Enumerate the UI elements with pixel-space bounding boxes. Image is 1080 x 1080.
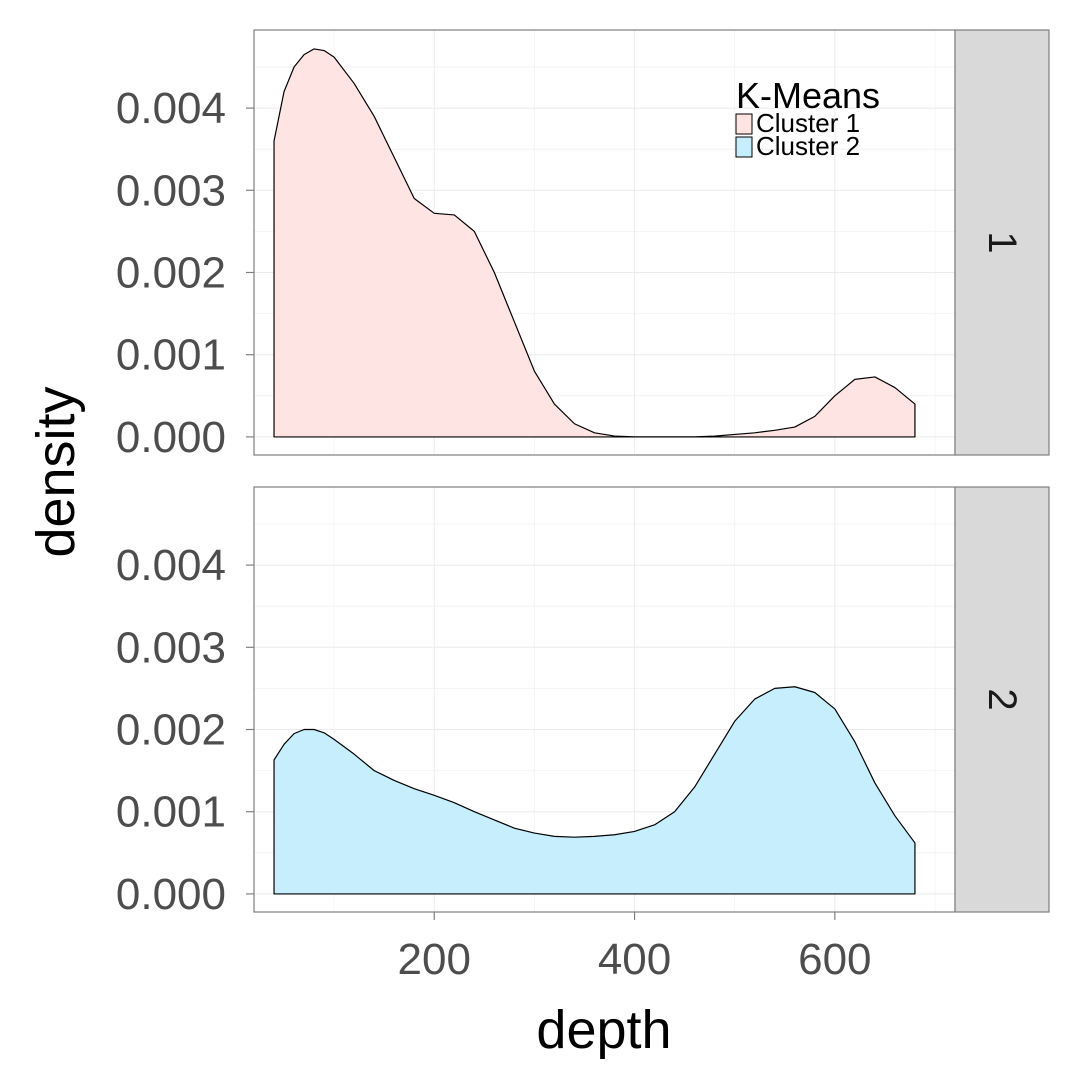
y-tick-label: 0.001 (116, 788, 226, 837)
y-tick-label: 0.001 (116, 331, 226, 380)
legend-swatch-cluster-2 (735, 136, 753, 158)
legend-label-cluster-2: Cluster 2 (756, 131, 860, 161)
facet-strip-label: 1 (980, 231, 1024, 253)
y-axis-title: density (26, 386, 86, 557)
panel-2: 2 0.000 0.001 0.002 0.003 0.004 (116, 486, 1050, 919)
legend-swatch-cluster-1 (735, 113, 753, 135)
x-tick-label: 400 (598, 935, 671, 984)
y-tick-label: 0.003 (116, 166, 226, 215)
y-tick-label: 0.000 (116, 870, 226, 919)
y-tick-label: 0.002 (116, 249, 226, 298)
facet-strip (954, 29, 1050, 456)
legend-label-cluster-1: Cluster 1 (756, 108, 860, 138)
legend: K-Means Cluster 1 Cluster 2 (735, 75, 880, 161)
density-area-cluster-2 (273, 686, 916, 895)
panel-1: 1 0.000 0.001 0.002 0.003 0.004 (116, 29, 1050, 462)
density-area-cluster-1 (273, 48, 916, 438)
x-axis-title: depth (536, 1000, 671, 1060)
facet-strip-label: 2 (980, 688, 1024, 710)
facet-strip (954, 486, 1050, 913)
y-tick-label: 0.000 (116, 413, 226, 462)
x-tick-label: 200 (398, 935, 471, 984)
x-tick-label: 600 (798, 935, 871, 984)
y-tick-label: 0.004 (116, 541, 226, 590)
legend-title: K-Means (736, 75, 880, 116)
y-tick-label: 0.004 (116, 84, 226, 133)
y-tick-label: 0.003 (116, 623, 226, 672)
y-tick-label: 0.002 (116, 706, 226, 755)
